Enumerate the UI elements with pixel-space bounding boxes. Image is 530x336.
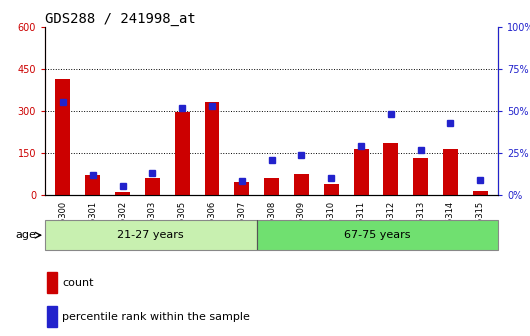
Text: 67-75 years: 67-75 years bbox=[344, 230, 411, 240]
Text: percentile rank within the sample: percentile rank within the sample bbox=[62, 312, 250, 322]
Bar bbox=[47, 272, 57, 293]
Bar bbox=[234, 182, 249, 195]
Bar bbox=[175, 112, 190, 195]
Bar bbox=[443, 149, 458, 195]
Bar bbox=[473, 191, 488, 195]
Bar bbox=[257, 220, 498, 250]
Bar bbox=[383, 143, 399, 195]
Bar bbox=[264, 178, 279, 195]
Bar bbox=[205, 102, 219, 195]
Text: 21-27 years: 21-27 years bbox=[118, 230, 184, 240]
Bar bbox=[85, 175, 100, 195]
Bar bbox=[47, 306, 57, 327]
Bar bbox=[413, 159, 428, 195]
Bar bbox=[145, 178, 160, 195]
Bar bbox=[354, 149, 368, 195]
Bar bbox=[294, 174, 309, 195]
Text: GDS288 / 241998_at: GDS288 / 241998_at bbox=[45, 12, 196, 26]
Text: count: count bbox=[62, 278, 94, 288]
Bar bbox=[45, 220, 257, 250]
Bar bbox=[115, 192, 130, 195]
Bar bbox=[56, 79, 70, 195]
Bar bbox=[324, 184, 339, 195]
Text: age: age bbox=[15, 230, 36, 240]
